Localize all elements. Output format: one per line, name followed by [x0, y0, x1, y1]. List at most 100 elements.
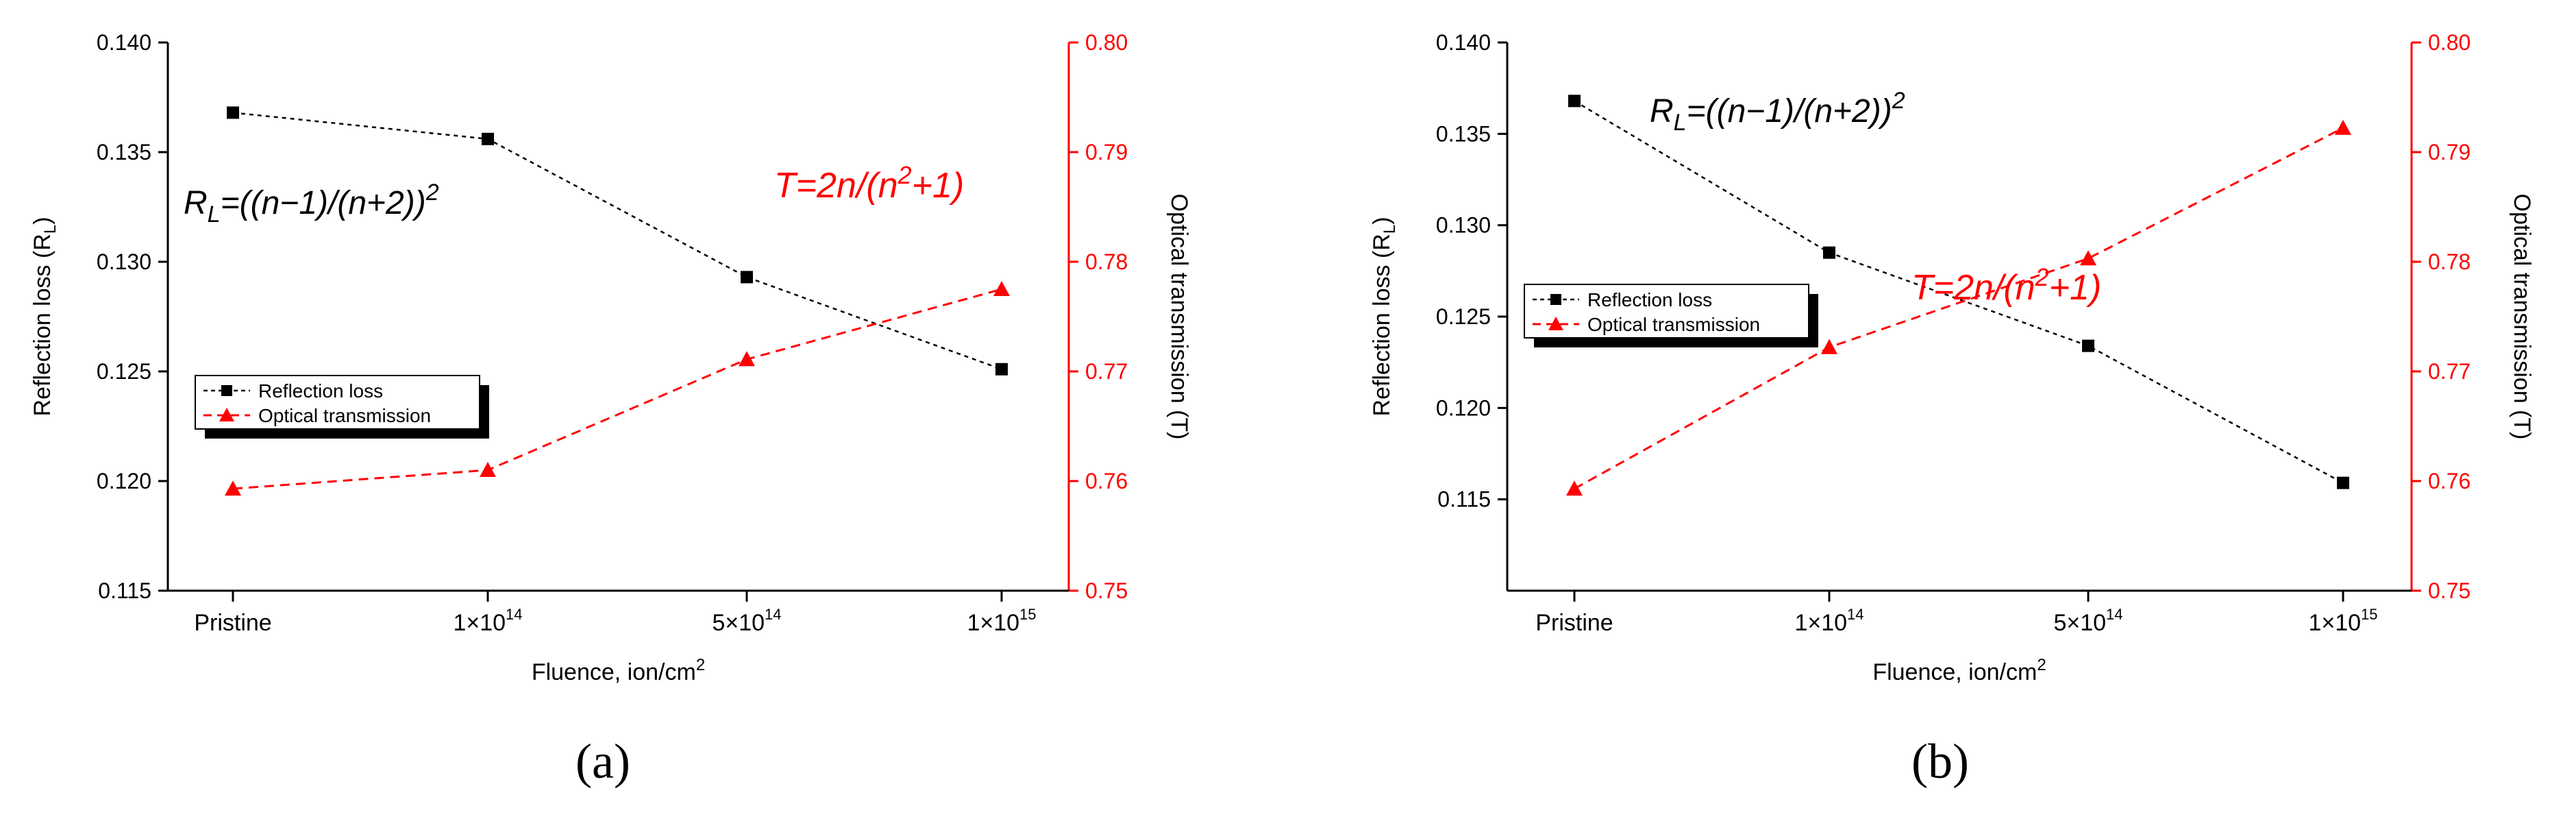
left-tick-label: 0.140 — [97, 30, 151, 55]
left-axis-title-main: Reflection loss (R — [1369, 234, 1395, 416]
left-tick-label: 0.125 — [97, 359, 151, 384]
left-tick-label: 0.115 — [98, 578, 151, 603]
reflection-loss-formula: RL=((n−1)/(n+2))2 — [1650, 88, 1905, 136]
x-tick-label-exponent: 14 — [1847, 606, 1863, 623]
right-tick-label: 0.76 — [1085, 469, 1128, 493]
formula-sub: L — [1674, 110, 1687, 136]
x-axis-title-main: Fluence, ion/cm — [1872, 659, 2037, 685]
chart-panel-a: 0.115 0.120 0.125 0.130 0.135 0.140 Reflection… — [29, 30, 1192, 789]
series-line-reflection-loss — [1574, 100, 2344, 484]
formula-body: =((n−1)/(n+2)) — [1687, 93, 1892, 130]
x-axis-title-sup: 2 — [696, 656, 705, 674]
x-tick-label-exponent: 14 — [2106, 606, 2122, 623]
x-tick-label: 5×1014 — [712, 606, 781, 636]
legend: Reflection loss Optical transmission — [1524, 284, 1818, 347]
legend-entry-label: Reflection loss — [258, 380, 383, 402]
x-tick-label-base: 5×10 — [712, 610, 765, 636]
left-tick-label: 0.130 — [97, 249, 151, 274]
formula-end: +1) — [912, 166, 965, 206]
transmission-formula: T=2n/(n2+1) — [774, 161, 964, 206]
left-axis-title-main: Reflection loss (R — [29, 234, 55, 416]
x-tick-label-base: 1×10 — [453, 610, 506, 636]
left-tick-label: 0.140 — [1436, 30, 1491, 55]
legend: Reflection loss Optical transmission — [195, 375, 489, 439]
left-axis-title: Reflection loss (RL) — [1369, 217, 1399, 416]
left-tick-label: 0.135 — [1436, 121, 1491, 146]
formula-body: T=2n/(n — [1911, 268, 2035, 308]
series-line-optical-transmission — [232, 288, 1002, 490]
left-axis-title: Reflection loss (RL) — [29, 217, 60, 416]
right-tick-label: 0.80 — [1085, 30, 1128, 55]
x-tick-label: 5×1014 — [2053, 606, 2122, 636]
transmission-formula: T=2n/(n2+1) — [1911, 263, 2101, 308]
left-tick-label: 0.125 — [1436, 304, 1491, 329]
data-point-reflection-loss — [741, 271, 753, 284]
x-tick-label: 1×1015 — [967, 606, 1036, 636]
right-axis-title: Optical transmission (T) — [1166, 194, 1192, 440]
formula-sup: 2 — [897, 161, 912, 189]
reflection-loss-formula: RL=((n−1)/(n+2))2 — [184, 180, 439, 228]
formula-sup: 2 — [2035, 263, 2049, 291]
x-tick-label-base: Pristine — [1535, 610, 1613, 636]
data-point-reflection-loss — [995, 363, 1008, 376]
right-tick-label: 0.78 — [2428, 249, 2470, 274]
formula-sub: L — [208, 201, 221, 228]
data-point-optical-transmission — [2080, 250, 2096, 266]
x-tick-label: 1×1014 — [1794, 606, 1863, 636]
formula-body: T=2n/(n — [774, 166, 898, 206]
data-point-optical-transmission — [2335, 119, 2351, 135]
right-tick-label: 0.80 — [2428, 30, 2470, 55]
data-point-optical-transmission — [1821, 339, 1837, 354]
x-tick-label-base: Pristine — [194, 610, 271, 636]
right-tick-label: 0.79 — [2428, 140, 2470, 164]
data-point-reflection-loss — [2082, 339, 2094, 352]
x-tick-label-base: 1×10 — [967, 610, 1019, 636]
left-tick-label: 0.135 — [97, 140, 151, 164]
left-tick-label: 0.120 — [97, 469, 151, 493]
x-axis-title-sup: 2 — [2037, 656, 2046, 674]
x-tick-label: Pristine — [194, 610, 271, 636]
left-axis-title-end: ) — [1369, 217, 1395, 224]
left-axis-title-end: ) — [29, 217, 55, 224]
x-axis-title-main: Fluence, ion/cm — [532, 659, 696, 685]
data-point-reflection-loss — [2337, 476, 2349, 489]
data-point-optical-transmission — [1566, 480, 1583, 496]
legend-entry-label: Optical transmission — [1587, 314, 1760, 335]
data-point-reflection-loss — [482, 132, 494, 145]
chart-panel-b: 0.115 0.120 0.125 0.130 0.135 0.140 Reflection… — [1369, 30, 2535, 789]
right-tick-label: 0.75 — [1085, 578, 1128, 603]
data-point-reflection-loss — [1568, 95, 1581, 108]
left-tick-label: 0.130 — [1436, 213, 1491, 238]
legend-marker-square — [1550, 294, 1561, 305]
x-tick-label-base: 5×10 — [2053, 610, 2106, 636]
series-line-reflection-loss — [232, 112, 1002, 370]
right-tick-label: 0.77 — [2428, 359, 2470, 384]
legend-marker-triangle — [219, 408, 234, 421]
panel-label: (a) — [575, 734, 630, 789]
x-tick-label: 1×1014 — [453, 606, 522, 636]
left-tick-label: 0.120 — [1436, 395, 1491, 420]
x-tick-label-exponent: 15 — [2361, 606, 2377, 623]
formula-base: R — [1650, 93, 1674, 130]
x-tick-label-exponent: 14 — [765, 606, 781, 623]
legend-marker-triangle — [1548, 317, 1563, 330]
right-tick-label: 0.75 — [2428, 578, 2470, 603]
legend-box — [195, 375, 480, 430]
data-point-optical-transmission — [480, 462, 496, 477]
formula-base: R — [184, 185, 208, 221]
x-tick-label: 1×1015 — [2308, 606, 2377, 636]
legend-entry-label: Optical transmission — [258, 405, 431, 426]
legend-box — [1524, 284, 1809, 339]
data-point-optical-transmission — [739, 351, 755, 367]
x-tick-label-base: 1×10 — [2308, 610, 2361, 636]
panel-label: (b) — [1911, 734, 1969, 789]
right-axis-title: Optical transmission (T) — [2509, 194, 2535, 440]
legend-entry-label: Reflection loss — [1587, 289, 1712, 310]
x-tick-label-exponent: 15 — [1019, 606, 1036, 623]
formula-sup: 2 — [1892, 88, 1905, 114]
x-tick-label-exponent: 14 — [506, 606, 522, 623]
left-tick-label: 0.115 — [1437, 487, 1491, 512]
x-tick-label-base: 1×10 — [1794, 610, 1847, 636]
series-line-optical-transmission — [1574, 127, 2344, 490]
